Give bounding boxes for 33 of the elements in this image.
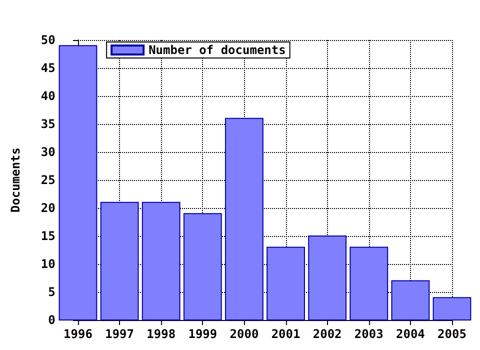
bar <box>183 213 222 320</box>
y-tick-label: 10 <box>40 257 56 271</box>
x-tick-label: 1996 <box>64 327 92 341</box>
bar <box>308 236 347 320</box>
bar <box>266 246 305 320</box>
y-tick-label: 20 <box>40 201 56 215</box>
x-tick-label: 2001 <box>271 327 300 341</box>
bar <box>142 202 180 320</box>
x-tick-label: 1999 <box>188 327 218 341</box>
y-tick-label: 45 <box>40 61 56 75</box>
x-tick-label: 1998 <box>146 327 176 341</box>
bar <box>432 297 472 320</box>
x-tick-label: 2004 <box>396 327 425 341</box>
bar <box>391 280 430 320</box>
y-tick-label: 30 <box>40 145 56 159</box>
x-tick-label: 1997 <box>105 327 134 341</box>
y-tick-label: 5 <box>48 285 56 299</box>
bar <box>225 118 264 320</box>
x-tick-label: 2002 <box>312 327 342 341</box>
y-tick-label: 25 <box>40 173 56 187</box>
y-tick-label: 50 <box>40 33 56 47</box>
x-tick-label: 2000 <box>230 327 259 341</box>
y-tick-label: 35 <box>40 117 56 131</box>
y-tick-label: 40 <box>40 89 56 103</box>
y-axis-title: Documents <box>8 147 22 213</box>
bar <box>100 202 139 320</box>
x-tick-label: 2005 <box>438 327 466 341</box>
bar <box>350 246 388 320</box>
x-tick-label: 2003 <box>354 327 384 341</box>
bar <box>58 45 98 320</box>
y-tick-label: 0 <box>48 313 56 327</box>
legend-label: Number of documents <box>148 43 286 57</box>
y-tick-label: 15 <box>40 229 56 243</box>
